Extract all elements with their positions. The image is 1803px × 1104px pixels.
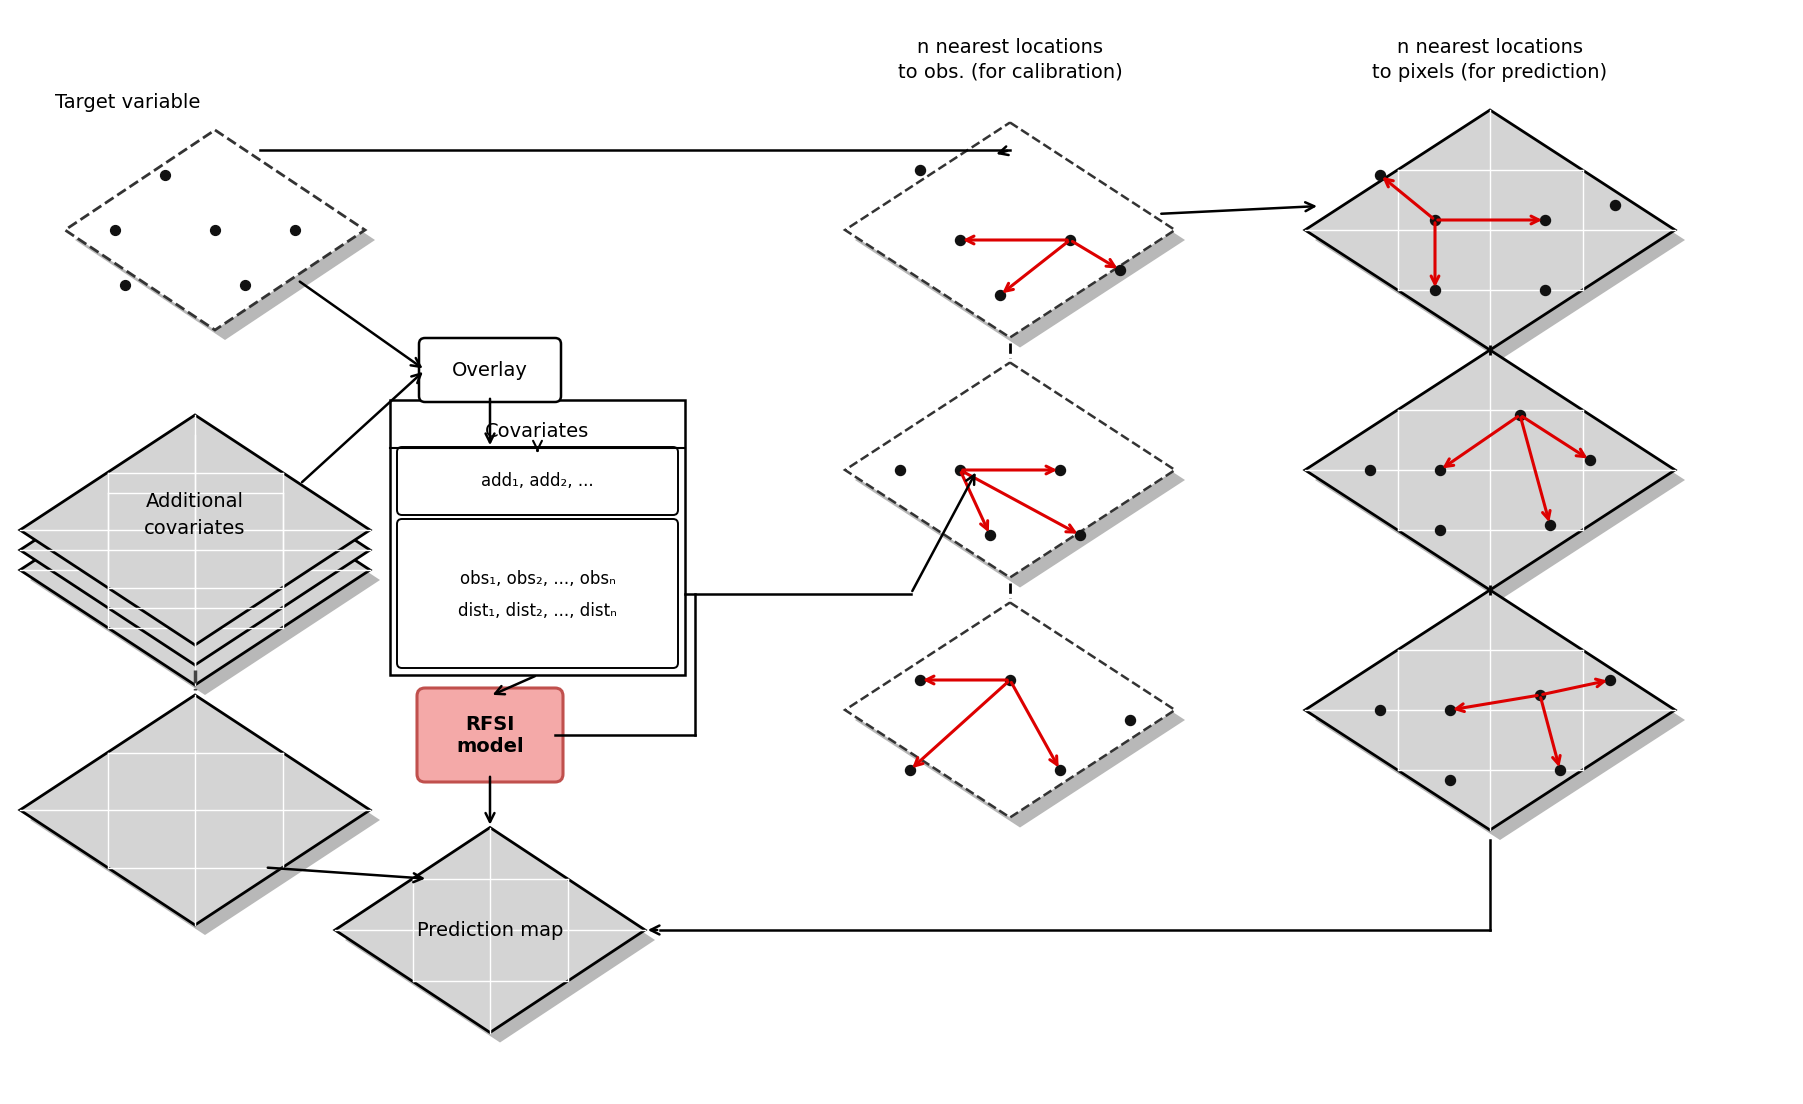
Point (1531, 282, 1560, 299)
Text: Covariates: Covariates (485, 422, 590, 440)
Polygon shape (20, 455, 370, 684)
Point (1435, 701, 1464, 719)
Polygon shape (20, 696, 370, 925)
Text: Additional
covariates: Additional covariates (144, 492, 245, 538)
Point (986, 286, 1015, 304)
Polygon shape (344, 838, 654, 1042)
Point (200, 221, 229, 238)
Polygon shape (1314, 599, 1686, 840)
Polygon shape (76, 140, 375, 340)
Point (1356, 461, 1385, 479)
Polygon shape (20, 435, 370, 665)
Point (1576, 452, 1605, 469)
Point (1046, 761, 1075, 778)
Polygon shape (1305, 590, 1675, 830)
Point (975, 527, 1004, 544)
Point (1365, 167, 1394, 184)
Polygon shape (1314, 360, 1686, 599)
Point (1426, 521, 1455, 539)
Polygon shape (31, 465, 380, 696)
Point (945, 231, 974, 248)
Point (1365, 701, 1394, 719)
Polygon shape (20, 415, 370, 645)
Point (1421, 211, 1450, 229)
Point (1116, 711, 1145, 729)
Point (1601, 197, 1630, 214)
Text: Prediction map: Prediction map (416, 921, 563, 940)
Point (885, 461, 914, 479)
Polygon shape (855, 372, 1185, 587)
Polygon shape (1305, 350, 1675, 590)
Point (1066, 527, 1094, 544)
Point (945, 461, 974, 479)
Point (101, 221, 130, 238)
Point (1525, 687, 1554, 704)
Text: Target variable: Target variable (56, 93, 200, 112)
Point (1536, 517, 1565, 534)
Polygon shape (335, 828, 645, 1032)
Text: dist₁, dist₂, ..., distₙ: dist₁, dist₂, ..., distₙ (458, 603, 617, 620)
Text: Overlay: Overlay (453, 361, 528, 380)
Text: add₁, add₂, ...: add₁, add₂, ... (481, 473, 593, 490)
Text: obs₁, obs₂, ..., obsₙ: obs₁, obs₂, ..., obsₙ (460, 571, 615, 588)
FancyBboxPatch shape (397, 519, 678, 668)
Point (1596, 671, 1625, 689)
Polygon shape (855, 613, 1185, 828)
FancyBboxPatch shape (418, 338, 561, 402)
Point (1426, 461, 1455, 479)
Point (1435, 772, 1464, 789)
Polygon shape (31, 705, 380, 935)
Polygon shape (846, 362, 1176, 577)
FancyBboxPatch shape (397, 447, 678, 514)
Polygon shape (1305, 110, 1675, 350)
Polygon shape (1314, 120, 1686, 360)
Point (1506, 406, 1534, 424)
Point (905, 671, 934, 689)
Point (1105, 262, 1134, 279)
Point (231, 276, 260, 294)
Point (1531, 211, 1560, 229)
Point (995, 671, 1024, 689)
Point (1055, 231, 1084, 248)
FancyBboxPatch shape (416, 688, 563, 782)
Point (1545, 761, 1574, 778)
Point (896, 761, 925, 778)
Text: n nearest locations
to obs. (for calibration): n nearest locations to obs. (for calibra… (898, 38, 1123, 82)
Text: RFSI
model: RFSI model (456, 714, 525, 755)
Point (1421, 282, 1450, 299)
Point (281, 221, 310, 238)
Point (151, 167, 180, 184)
Polygon shape (846, 123, 1176, 338)
Point (110, 276, 139, 294)
Text: n nearest locations
to pixels (for prediction): n nearest locations to pixels (for predi… (1372, 38, 1608, 82)
Point (905, 161, 934, 179)
Polygon shape (846, 603, 1176, 817)
Polygon shape (65, 130, 364, 330)
Polygon shape (855, 132, 1185, 348)
FancyBboxPatch shape (389, 400, 685, 675)
Point (1046, 461, 1075, 479)
